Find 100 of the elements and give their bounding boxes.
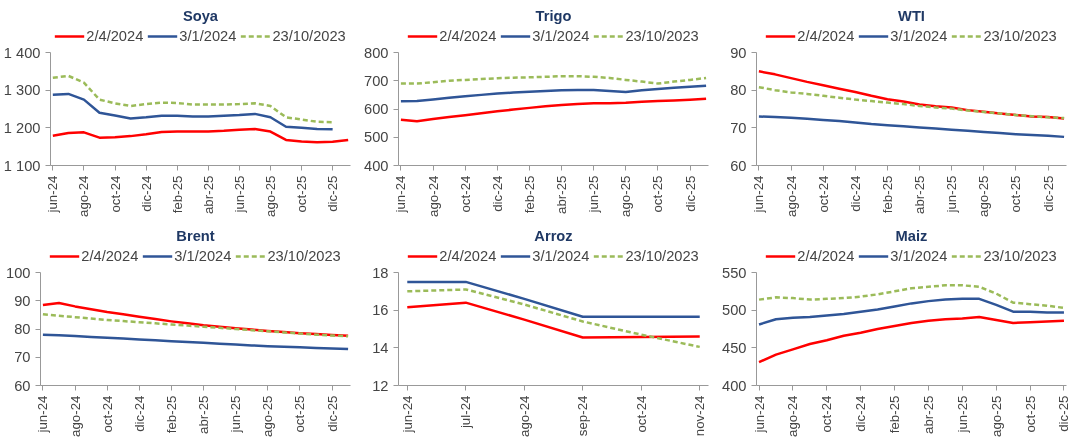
legend-label: 2/4/2024 (797, 28, 855, 44)
x-tick-label: ago-24 (425, 174, 441, 217)
line-series (51, 127, 350, 144)
y-tick-label: 450 (722, 339, 747, 356)
legend-label: 3/1/2024 (890, 248, 948, 264)
x-tick-label: dic-25 (682, 175, 698, 212)
x-tick-label: abr-25 (554, 175, 570, 215)
y-tick-label: 12 (372, 377, 389, 394)
x-tick-label: feb-25 (879, 175, 895, 214)
x-tick-label: ago-24 (76, 174, 92, 217)
y-tick-label: 800 (364, 44, 389, 61)
x-tick-label: abr-25 (920, 395, 936, 435)
chart-title: Arroz (534, 227, 573, 244)
x-tick-label: feb-25 (521, 175, 537, 214)
legend-label: 3/1/2024 (532, 248, 590, 264)
line-series (757, 85, 1066, 120)
x-tick-label: jun-24 (45, 174, 61, 214)
legend-label: 2/4/2024 (86, 28, 144, 44)
x-tick-label: ago-25 (988, 395, 1004, 437)
legend-label: 2/4/2024 (81, 248, 139, 264)
chart-title: Maiz (895, 227, 928, 244)
y-tick-label: 70 (14, 349, 31, 366)
x-tick-label: dic-24 (847, 174, 863, 212)
y-tick-label: 14 (372, 339, 389, 356)
y-tick-label: 1 200 (3, 119, 41, 136)
y-tick-label: 1 100 (3, 157, 41, 174)
y-tick-label: 16 (372, 302, 389, 319)
x-tick-label: oct-24 (107, 174, 123, 213)
x-tick-label: jun-25 (944, 175, 960, 214)
line-series (757, 297, 1066, 326)
legend-label: 23/10/2023 (983, 28, 1057, 44)
legend-label: 23/10/2023 (272, 28, 346, 44)
y-tick-label: 90 (730, 44, 747, 61)
x-tick-label: ago-25 (262, 175, 278, 217)
x-tick-label: dic-24 (138, 174, 154, 212)
line-series (757, 315, 1066, 364)
legend-label: 3/1/2024 (179, 28, 237, 44)
legend-label: 3/1/2024 (174, 248, 232, 264)
y-tick-label: 1 400 (3, 44, 41, 61)
x-tick-label: jun-25 (954, 395, 970, 434)
chart-title: Brent (176, 227, 215, 244)
line-series (41, 333, 350, 351)
x-tick-label: ago-25 (976, 175, 992, 217)
x-tick-label: dic-24 (853, 394, 869, 432)
x-tick-label: dic-25 (1040, 175, 1056, 212)
x-tick-label: ago-25 (618, 175, 634, 217)
x-tick-label: oct-24 (457, 174, 473, 213)
x-tick-label: oct-25 (1008, 175, 1024, 213)
line-series (399, 74, 708, 85)
line-series (399, 84, 708, 103)
y-tick-label: 60 (730, 157, 747, 174)
legend-label: 23/10/2023 (267, 248, 341, 264)
x-tick-label: jun-24 (751, 174, 767, 214)
x-tick-label: oct-25 (292, 395, 308, 433)
x-tick-label: abr-25 (912, 175, 928, 215)
legend-label: 3/1/2024 (532, 28, 590, 44)
x-tick-label: jun-24 (35, 394, 51, 434)
legend-label: 3/1/2024 (890, 28, 948, 44)
y-tick-label: 60 (14, 377, 31, 394)
line-series (757, 284, 1066, 310)
x-tick-label: dic-25 (325, 175, 341, 212)
line-series (51, 92, 334, 131)
x-tick-label: abr-25 (200, 175, 216, 215)
x-tick-label: jun-24 (393, 174, 409, 214)
chart-title: WTI (898, 7, 925, 24)
line-series (757, 115, 1066, 139)
line-series (406, 288, 701, 349)
legend-label: 23/10/2023 (625, 28, 699, 44)
x-tick-label: feb-25 (887, 395, 903, 434)
line-series (406, 301, 701, 339)
x-tick-label: feb-25 (163, 395, 179, 434)
x-tick-label: jun-25 (228, 395, 244, 434)
legend-label: 23/10/2023 (983, 248, 1057, 264)
x-tick-label: oct-24 (815, 174, 831, 213)
y-tick-label: 1 300 (3, 82, 41, 99)
y-tick-label: 18 (372, 264, 389, 281)
x-tick-label: ago-25 (260, 395, 276, 437)
legend-label: 2/4/2024 (439, 248, 497, 264)
y-tick-label: 400 (364, 157, 389, 174)
x-tick-label: oct-24 (99, 394, 115, 433)
x-tick-label: jul-24 (458, 394, 474, 430)
x-tick-label: dic-24 (131, 394, 147, 432)
x-tick-label: oct-24 (819, 394, 835, 433)
x-tick-label: ago-24 (785, 394, 801, 437)
y-tick-label: 600 (364, 101, 389, 117)
x-tick-label: dic-25 (324, 395, 340, 432)
x-tick-label: jun-24 (399, 394, 415, 434)
x-tick-label: ago-24 (516, 394, 532, 437)
legend-label: 2/4/2024 (439, 28, 497, 44)
x-tick-label: jun-25 (586, 175, 602, 214)
x-tick-label: dic-24 (489, 174, 505, 212)
x-tick-label: ago-24 (67, 394, 83, 437)
x-tick-label: feb-25 (169, 175, 185, 214)
x-tick-label: abr-25 (196, 395, 212, 435)
x-tick-label: jun-24 (751, 394, 767, 434)
y-tick-label: 100 (6, 264, 31, 281)
chart-title: Trigo (535, 7, 572, 24)
line-series (51, 74, 334, 124)
y-tick-label: 80 (14, 321, 31, 337)
chart-title: Soya (182, 7, 219, 24)
